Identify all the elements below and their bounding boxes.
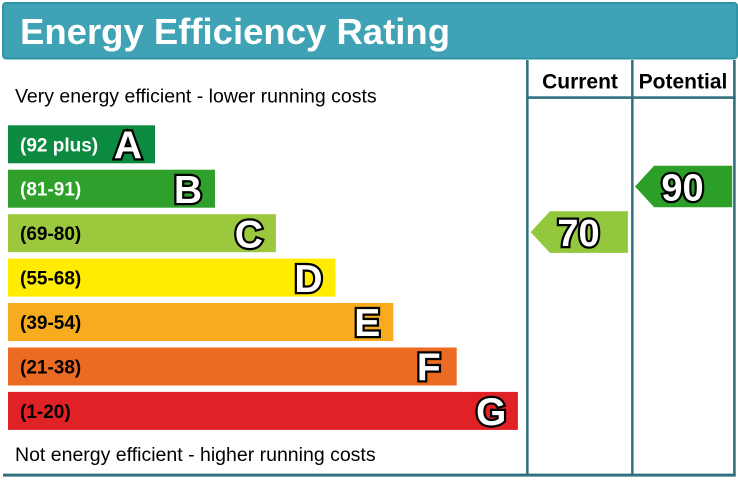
svg-text:D: D bbox=[294, 258, 322, 301]
svg-text:(81-91): (81-91) bbox=[20, 180, 81, 201]
svg-text:Very energy efficient - lower: Very energy efficient - lower running co… bbox=[15, 86, 377, 108]
svg-text:Energy Efficiency Rating: Energy Efficiency Rating bbox=[20, 11, 450, 52]
svg-text:(92 plus): (92 plus) bbox=[20, 135, 98, 156]
svg-text:(1-20): (1-20) bbox=[20, 402, 71, 423]
svg-text:Not energy efficient - higher: Not energy efficient - higher running co… bbox=[15, 444, 376, 466]
svg-text:90: 90 bbox=[661, 167, 703, 209]
svg-text:C: C bbox=[235, 213, 263, 256]
svg-text:Potential: Potential bbox=[639, 71, 728, 94]
svg-text:(69-80): (69-80) bbox=[20, 224, 81, 245]
svg-text:A: A bbox=[114, 125, 142, 168]
svg-text:F: F bbox=[417, 347, 441, 390]
svg-text:(55-68): (55-68) bbox=[20, 269, 81, 290]
svg-text:G: G bbox=[476, 391, 506, 434]
svg-text:E: E bbox=[354, 302, 380, 345]
svg-text:Current: Current bbox=[542, 71, 618, 94]
svg-text:(21-38): (21-38) bbox=[20, 358, 81, 379]
svg-text:70: 70 bbox=[557, 213, 599, 255]
svg-text:(39-54): (39-54) bbox=[20, 313, 81, 334]
svg-text:B: B bbox=[174, 169, 202, 212]
